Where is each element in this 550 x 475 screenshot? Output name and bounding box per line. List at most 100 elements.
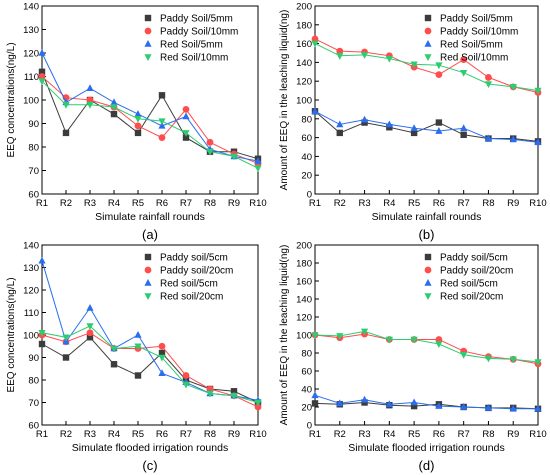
data-point	[410, 61, 418, 69]
x-tick-label: R8	[482, 198, 494, 209]
data-point	[86, 96, 94, 104]
x-tick-label: R1	[309, 198, 321, 209]
data-point	[410, 398, 418, 406]
x-tick-label: R10	[249, 429, 266, 440]
data-point	[206, 148, 214, 156]
data-point	[336, 129, 343, 137]
data-point	[182, 106, 190, 113]
y-tick-label: 200	[296, 241, 312, 252]
data-point	[435, 62, 443, 70]
legend-marker	[144, 54, 152, 61]
y-tick-label: 180	[296, 259, 312, 270]
data-point	[509, 84, 517, 91]
data-point	[311, 40, 319, 48]
y-tick-label: 90	[28, 119, 39, 130]
data-point	[134, 343, 142, 351]
data-point	[110, 98, 118, 106]
data-point	[460, 124, 468, 131]
data-point	[509, 404, 517, 412]
legend-label: Paddy Soil/10mm	[160, 27, 238, 38]
data-point	[158, 354, 166, 362]
legend-marker	[144, 27, 152, 35]
legend-marker	[144, 279, 152, 286]
legend-label: Paddy soil/20cm	[440, 266, 513, 277]
legend-label: Red soil/20cm	[160, 292, 223, 303]
legend-label: Red soil/20cm	[440, 292, 503, 303]
data-point	[134, 110, 142, 117]
data-point	[110, 110, 118, 118]
data-point	[134, 331, 142, 338]
data-point	[230, 392, 238, 400]
y-tick-label: 60	[301, 367, 312, 378]
y-tick-label: 40	[301, 152, 312, 163]
legend-label: Paddy Soil/10mm	[440, 27, 518, 38]
series-1	[38, 68, 262, 162]
series-line	[41, 76, 259, 164]
legend-marker	[144, 266, 152, 274]
data-point	[134, 372, 142, 379]
y-tick-label: 100	[23, 96, 39, 107]
legend-label: Red Soil/5mm	[440, 40, 503, 51]
y-tick-label: 0	[307, 190, 312, 201]
legend-marker	[424, 293, 432, 300]
y-tick-label: 20	[301, 403, 312, 414]
legend-marker	[144, 14, 152, 22]
x-tick-label: R2	[334, 429, 346, 440]
series-line	[41, 52, 259, 162]
data-point	[86, 84, 94, 92]
y-tick-label: 110	[24, 308, 39, 319]
data-point	[86, 329, 94, 337]
data-point	[62, 334, 70, 342]
series-4	[311, 40, 542, 95]
data-point	[38, 256, 46, 264]
legend-marker	[424, 14, 432, 22]
x-tick-label: R5	[132, 198, 144, 209]
data-point	[230, 388, 238, 395]
y-tick-label: 140	[23, 2, 39, 13]
series-4	[38, 78, 262, 173]
x-tick-label: R4	[383, 429, 395, 440]
data-point	[435, 127, 443, 134]
x-axis-label: Simulate rainfall rounds	[372, 211, 482, 223]
legend-label: Paddy Soil/5mm	[160, 14, 233, 25]
y-tick-label: 120	[23, 49, 39, 60]
data-point	[336, 399, 344, 407]
y-axis-label: Amount of EEQ in the leaching liquid(ng)	[279, 10, 290, 191]
y-tick-label: 80	[28, 143, 39, 154]
series-1	[311, 399, 542, 412]
x-axis-label: Simulate flooded irrigation rounds	[72, 442, 228, 454]
x-tick-label: R7	[180, 429, 192, 440]
y-tick-label: 140	[23, 241, 39, 252]
y-tick-label: 110	[24, 72, 39, 83]
x-tick-label: R5	[408, 429, 420, 440]
data-point	[435, 402, 443, 409]
series-line	[314, 38, 539, 93]
series-line	[314, 401, 539, 410]
x-tick-label: R8	[204, 198, 216, 209]
panel-label: (c)	[142, 458, 157, 473]
y-tick-label: 100	[296, 331, 312, 342]
data-point	[254, 157, 262, 164]
data-point	[38, 329, 46, 337]
y-tick-label: 160	[296, 39, 312, 50]
legend-marker	[424, 279, 432, 286]
data-point	[435, 119, 443, 126]
data-point	[254, 165, 262, 173]
y-tick-label: 20	[301, 171, 312, 182]
legend-marker	[144, 293, 152, 300]
y-axis-label: EEQ concentrations(ng/L)	[6, 42, 17, 157]
y-tick-label: 80	[301, 349, 312, 360]
data-point	[158, 121, 166, 129]
data-point	[62, 101, 70, 109]
chart-panel-4: 0 20 40 60 80 100 120 140 160 180 200 R1 R2 R3 R4 R5 R6 R…	[279, 241, 547, 474]
data-point	[534, 404, 542, 412]
data-point	[460, 131, 467, 138]
data-point	[484, 355, 493, 363]
series-line	[41, 336, 259, 403]
x-tick-label: R4	[383, 198, 395, 209]
data-point	[311, 35, 319, 43]
data-point	[38, 68, 46, 75]
x-tick-label: R7	[180, 198, 192, 209]
series-line	[41, 260, 259, 401]
data-point	[182, 112, 190, 120]
